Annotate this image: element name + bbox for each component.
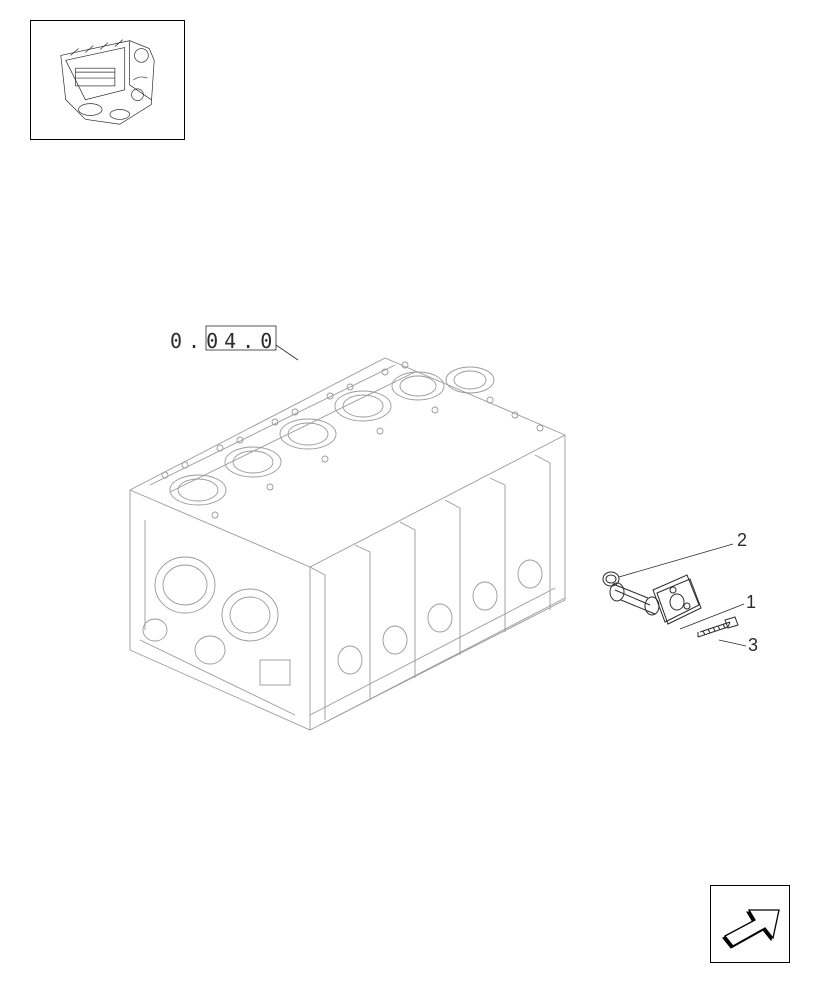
callout-1: 1 xyxy=(746,592,756,613)
engine-thumbnail xyxy=(31,21,184,139)
next-page-icon[interactable] xyxy=(710,885,790,963)
engine-block-diagram xyxy=(95,320,595,740)
callout-3: 3 xyxy=(748,635,758,656)
callout-2-num: 2 xyxy=(737,530,747,550)
parts-diagram xyxy=(595,560,755,680)
thumbnail-box xyxy=(30,20,185,140)
callout-2: 2 xyxy=(737,530,747,551)
callout-1-num: 1 xyxy=(746,592,756,612)
callout-3-num: 3 xyxy=(748,635,758,655)
page: 0.04.0 xyxy=(0,0,816,1000)
